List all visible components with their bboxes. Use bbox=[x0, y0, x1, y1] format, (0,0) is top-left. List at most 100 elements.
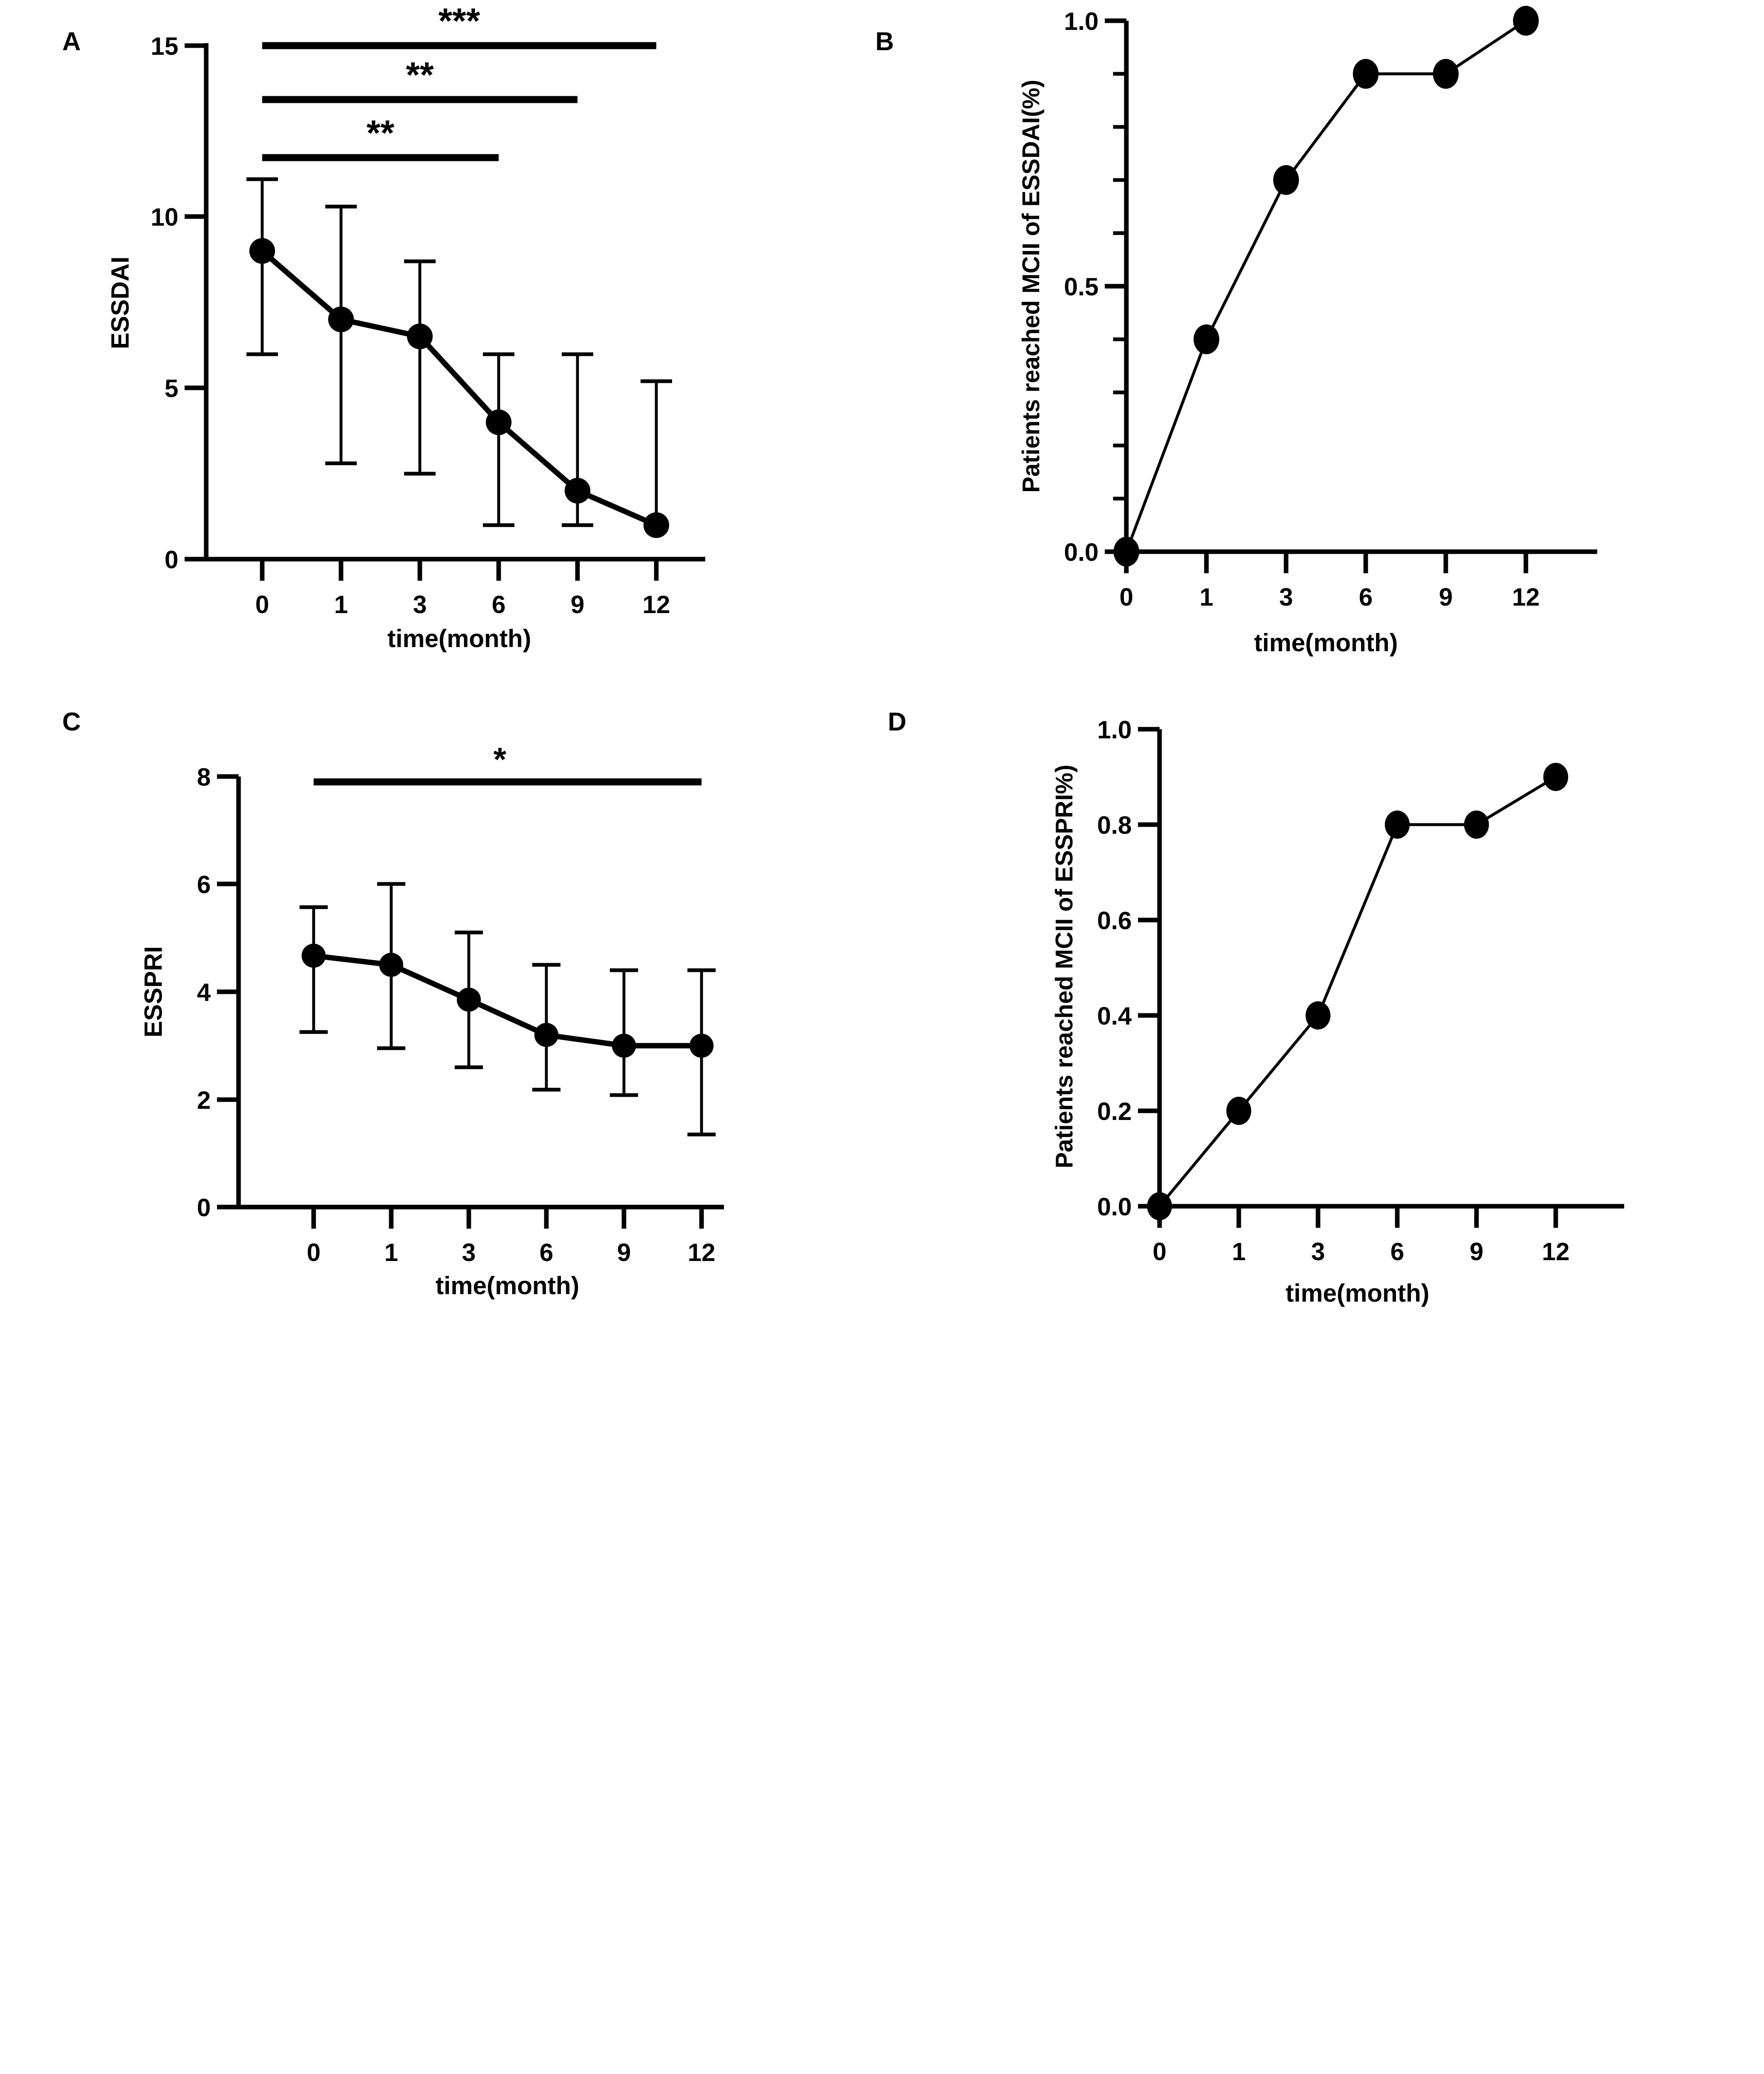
panel-b: B 1.0 0.5 0.0 bbox=[850, 0, 1764, 684]
panel-d-chart: 1.0 0.8 0.6 0.4 0.2 0.0 0 1 3 6 9 12 tim… bbox=[1051, 716, 1624, 1307]
panel-c: C 8 6 4 2 0 0 1 3 bbox=[0, 697, 850, 1402]
y-ticklabel-b-1: 0.5 bbox=[1064, 273, 1099, 301]
x-axis-title-c: time(month) bbox=[436, 1272, 580, 1300]
x-ticklabel-d-0: 0 bbox=[1152, 1238, 1166, 1266]
x-ticklabel-b-5: 12 bbox=[1512, 583, 1540, 611]
x-ticklabel-c-2: 3 bbox=[462, 1239, 475, 1266]
data-point-b-2 bbox=[1273, 165, 1299, 195]
x-ticklabel-a-0: 0 bbox=[255, 591, 269, 618]
panel-b-chart: 1.0 0.5 0.0 0 1 3 6 9 12 time(month) Pat… bbox=[1018, 6, 1597, 657]
data-point-a-4 bbox=[565, 478, 590, 504]
data-point-b-0 bbox=[1113, 537, 1139, 567]
x-ticklabel-c-0: 0 bbox=[307, 1239, 320, 1266]
error-bar-c-4 bbox=[610, 968, 638, 1097]
data-point-b-5 bbox=[1513, 6, 1539, 36]
data-point-d-2 bbox=[1306, 1001, 1330, 1030]
y-ticklabel-a-1: 5 bbox=[165, 375, 178, 402]
data-point-d-4 bbox=[1464, 811, 1489, 839]
panel-letter-a: A bbox=[62, 27, 81, 56]
x-ticklabel-a-3: 6 bbox=[492, 591, 505, 618]
panel-a: A 15 10 5 0 0 1 3 6 9 bbox=[0, 0, 850, 684]
x-axis-title-b: time(month) bbox=[1254, 629, 1398, 657]
x-ticklabel-d-4: 9 bbox=[1469, 1238, 1483, 1266]
significance-label-a-0: ** bbox=[367, 113, 395, 153]
y-ticklabel-d-5: 1.0 bbox=[1097, 716, 1132, 744]
y-ticklabel-d-4: 0.8 bbox=[1097, 811, 1132, 839]
y-ticklabel-c-3: 6 bbox=[197, 871, 211, 898]
data-point-c-2 bbox=[457, 988, 481, 1012]
y-ticklabel-b-0: 0.0 bbox=[1064, 538, 1099, 566]
y-ticklabel-d-0: 0.0 bbox=[1097, 1193, 1132, 1221]
error-bar-a-0 bbox=[246, 177, 278, 356]
panel-letter-b: B bbox=[875, 27, 894, 56]
data-point-d-3 bbox=[1385, 811, 1410, 839]
y-ticklabel-a-3: 15 bbox=[151, 32, 178, 60]
data-line-d bbox=[1158, 775, 1557, 1208]
x-ticklabel-c-5: 12 bbox=[688, 1239, 716, 1266]
data-point-b-4 bbox=[1433, 59, 1459, 89]
y-ticklabel-d-3: 0.6 bbox=[1097, 907, 1132, 935]
x-ticklabel-a-1: 1 bbox=[334, 591, 348, 618]
x-ticklabel-b-2: 3 bbox=[1279, 583, 1293, 611]
y-axis-title-c: ESSPRI bbox=[139, 946, 167, 1037]
x-ticklabel-c-1: 1 bbox=[384, 1239, 398, 1266]
y-axis-title-d: Patients reached MCII of ESSPRI%) bbox=[1051, 764, 1078, 1168]
panel-d: D 1.0 0.8 0.6 0.4 0.2 0.0 bbox=[850, 697, 1764, 1402]
data-point-a-2 bbox=[407, 324, 433, 349]
data-point-d-5 bbox=[1543, 763, 1568, 791]
error-bar-a-2 bbox=[404, 259, 436, 476]
data-point-c-1 bbox=[379, 953, 403, 977]
data-point-a-3 bbox=[486, 409, 512, 435]
y-ticklabel-b-2: 1.0 bbox=[1064, 7, 1099, 35]
y-ticklabel-a-2: 10 bbox=[151, 203, 178, 231]
panel-letter-d: D bbox=[888, 708, 906, 736]
y-ticklabel-d-1: 0.2 bbox=[1097, 1098, 1132, 1125]
x-ticklabel-d-3: 6 bbox=[1390, 1238, 1404, 1266]
y-axis-title-a: ESSDAI bbox=[106, 256, 134, 349]
y-ticklabel-c-4: 8 bbox=[197, 763, 211, 791]
y-ticklabel-d-2: 0.4 bbox=[1097, 1002, 1132, 1030]
panel-letter-c: C bbox=[62, 708, 81, 736]
panel-c-chart: 8 6 4 2 0 0 1 3 6 9 12 time(month) ESSPR… bbox=[139, 741, 724, 1300]
x-ticklabel-b-0: 0 bbox=[1119, 583, 1133, 611]
y-ticklabel-c-0: 0 bbox=[197, 1194, 211, 1222]
x-ticklabel-b-3: 6 bbox=[1359, 583, 1372, 611]
data-line-a bbox=[259, 248, 659, 528]
error-bar-c-0 bbox=[300, 905, 328, 1034]
error-bar-a-5 bbox=[641, 379, 672, 525]
data-line-b bbox=[1125, 19, 1528, 553]
significance-label-a-1: ** bbox=[406, 55, 434, 95]
data-point-d-1 bbox=[1226, 1097, 1251, 1125]
data-point-a-1 bbox=[328, 307, 354, 332]
data-point-d-0 bbox=[1147, 1192, 1172, 1220]
data-point-c-0 bbox=[302, 944, 326, 968]
error-bar-a-3 bbox=[483, 352, 514, 527]
x-ticklabel-d-5: 12 bbox=[1542, 1238, 1570, 1266]
data-point-b-1 bbox=[1194, 324, 1219, 354]
x-ticklabel-c-3: 6 bbox=[539, 1239, 553, 1266]
error-bar-a-1 bbox=[325, 204, 357, 465]
data-line-c bbox=[311, 953, 704, 1049]
x-ticklabel-a-5: 12 bbox=[643, 591, 670, 618]
x-ticklabel-d-1: 1 bbox=[1232, 1238, 1245, 1266]
x-axis-title-a: time(month) bbox=[387, 625, 531, 652]
data-point-a-5 bbox=[643, 512, 669, 538]
significance-label-c-0: * bbox=[493, 741, 507, 778]
data-point-a-0 bbox=[249, 238, 275, 264]
data-point-c-5 bbox=[690, 1034, 714, 1058]
x-ticklabel-b-4: 9 bbox=[1439, 583, 1452, 611]
y-ticklabel-c-1: 2 bbox=[197, 1086, 211, 1114]
data-point-b-3 bbox=[1353, 59, 1379, 89]
y-ticklabel-a-0: 0 bbox=[165, 546, 178, 574]
x-ticklabel-a-2: 3 bbox=[413, 591, 426, 618]
y-ticklabel-c-2: 4 bbox=[197, 979, 211, 1006]
panel-a-chart: 15 10 5 0 0 1 3 6 9 12 time(month) ESSDA… bbox=[106, 1, 705, 652]
data-point-c-3 bbox=[534, 1023, 558, 1047]
y-axis-title-b: Patients reached MCII of ESSDAI(%) bbox=[1018, 80, 1045, 493]
x-ticklabel-c-4: 9 bbox=[617, 1239, 631, 1266]
x-ticklabel-a-4: 9 bbox=[570, 591, 584, 618]
x-ticklabel-d-2: 3 bbox=[1311, 1238, 1325, 1266]
x-ticklabel-b-1: 1 bbox=[1199, 583, 1213, 611]
data-point-c-4 bbox=[612, 1034, 636, 1058]
